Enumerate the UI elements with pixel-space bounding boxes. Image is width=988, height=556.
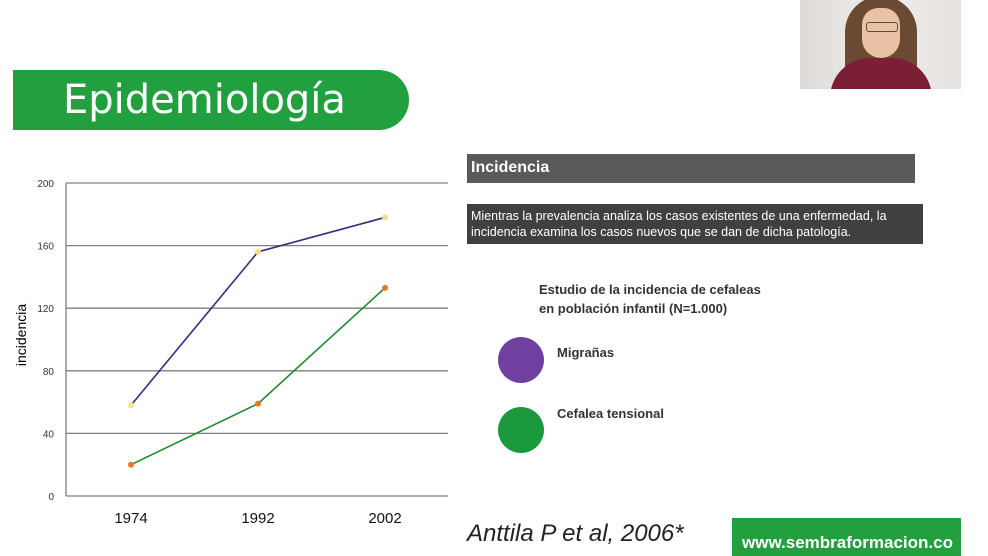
legend-dot-cefalea-tensional bbox=[498, 407, 544, 453]
y-tick-labels: 0 40 80 120 160 200 bbox=[37, 179, 54, 503]
presenter-glasses bbox=[866, 22, 898, 32]
y-tick-label: 80 bbox=[43, 367, 55, 378]
data-point bbox=[255, 248, 261, 255]
data-point bbox=[128, 402, 134, 409]
study-title: Estudio de la incidencia de cefaleas en … bbox=[539, 280, 809, 318]
title-banner: Epidemiología bbox=[13, 70, 409, 130]
incidence-line-chart: 0 40 80 120 160 200 1974 1992 2002 incidencia bbox=[13, 179, 448, 527]
citation: Anttila P et al, 2006* bbox=[467, 520, 684, 547]
y-tick-label: 200 bbox=[37, 179, 54, 190]
study-title-line1: Estudio de la incidencia de cefaleas bbox=[539, 282, 761, 297]
data-point bbox=[382, 214, 388, 221]
x-tick-label: 1974 bbox=[114, 510, 147, 527]
chart-grid bbox=[65, 182, 448, 497]
legend-label-migranas: Migrañas bbox=[557, 345, 615, 360]
presenter-face bbox=[862, 8, 900, 58]
section-header-bar: Incidencia bbox=[467, 154, 915, 183]
y-tick-label: 160 bbox=[37, 242, 54, 253]
study-title-line2: en población infantil (N=1.000) bbox=[539, 301, 728, 316]
description-text: Mientras la prevalencia analiza los caso… bbox=[471, 209, 887, 239]
legend-label-cefalea-tensional: Cefalea tensional bbox=[557, 406, 664, 421]
x-tick-label: 2002 bbox=[368, 510, 401, 527]
data-point bbox=[128, 461, 134, 468]
slide-title: Epidemiología bbox=[63, 77, 346, 123]
website-bar: www.sembraformacion.co bbox=[732, 518, 961, 556]
y-tick-label: 0 bbox=[48, 492, 54, 503]
section-header: Incidencia bbox=[471, 159, 550, 176]
presenter-webcam bbox=[800, 0, 961, 89]
y-axis-label: incidencia bbox=[13, 304, 29, 366]
y-tick-label: 40 bbox=[43, 429, 55, 440]
chart-series bbox=[128, 214, 388, 468]
website-url: www.sembraformacion.co bbox=[742, 533, 953, 552]
data-point bbox=[382, 284, 388, 291]
description-box: Mientras la prevalencia analiza los caso… bbox=[467, 204, 923, 244]
data-point bbox=[255, 400, 261, 407]
legend-dot-migranas bbox=[498, 337, 544, 383]
y-tick-label: 120 bbox=[37, 304, 54, 315]
x-tick-labels: 1974 1992 2002 bbox=[114, 510, 401, 527]
x-tick-label: 1992 bbox=[241, 510, 274, 527]
series-line bbox=[130, 287, 386, 466]
